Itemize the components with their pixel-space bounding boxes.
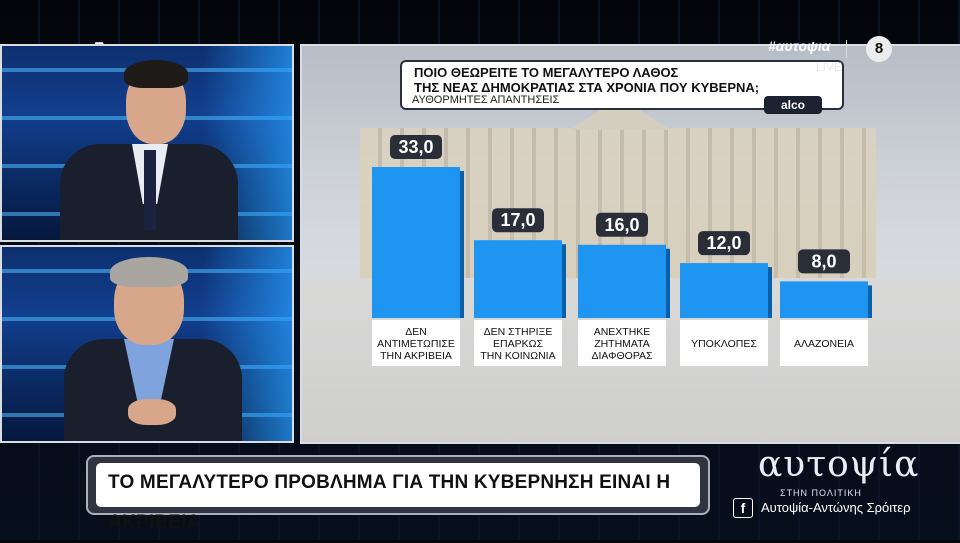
bar-chart: 33,0 ΔΕΝ ΑΝΤΙΜΕΤΩΠΙΣΕ ΤΗΝ ΑΚΡΙΒΕΙΑ 17,0 ΔΕΝ Σ…: [372, 135, 872, 366]
category-label-3: ΥΠΟΚΛΟΠΕΣ: [691, 338, 757, 350]
show-name: αυτοψία: [758, 444, 920, 485]
category-label-0: ΔΕΝ ΑΝΤΙΜΕΤΩΠΙΣΕ ΤΗΝ ΑΚΡΙΒΕΙΑ: [377, 326, 455, 362]
category-label-box-3: [680, 320, 768, 366]
headline-text: ΤΟ ΜΕΓΑΛΥΤΕΡΟ ΠΡΟΒΛΗΜΑ ΓΙΑ ΤΗΝ ΚΥΒΕΡΝΗΣΗ…: [96, 463, 700, 533]
category-label-4: ΑΛΑΖΟΝΕΙΑ: [794, 338, 854, 350]
category-label-box-4: [780, 320, 868, 366]
facebook-page: Αυτοψία-Αντώνης Σρόιτερ: [761, 500, 911, 515]
show-hashtag: #αυτοψια: [768, 38, 831, 54]
chart-title-line-2: ΤΗΣ ΝΕΑΣ ΔΗΜΟΚΡΑΤΙΑΣ ΣΤΑ ΧΡΟΝΙΑ ΠΟΥ ΚΥΒΕ…: [414, 80, 760, 95]
value-label-box-1: [492, 208, 544, 233]
value-label-box-0: [390, 135, 442, 159]
category-label-2: ΑΝΕΧΤΗΚΕ ΖΗΤΗΜΑΤΑ ΔΙΑΦΘΟΡΑΣ: [591, 326, 653, 362]
live-indicator: LIVE: [816, 60, 843, 74]
bar-1: [474, 240, 562, 318]
facebook-icon: f: [733, 498, 753, 518]
bar-0: [372, 167, 460, 318]
chart-title-line-1: ΠΟΙΟ ΘΕΩΡΕΙΤΕ ΤΟ ΜΕΓΑΛΥΤΕΡΟ ΛΑΘΟΣ: [414, 65, 679, 80]
value-label-0: 33,0: [398, 137, 433, 157]
value-label-box-4: [798, 249, 850, 274]
headline-banner: ΤΟ ΜΕΓΑΛΥΤΕΡΟ ΠΡΟΒΛΗΜΑ ΓΙΑ ΤΗΝ ΚΥΒΕΡΝΗΣΗ…: [86, 455, 710, 533]
camera-feed-guest: [0, 245, 294, 443]
category-label-1: ΔΕΝ ΣΤΗΡΙΞΕ ΕΠΑΡΚΩΣ ΤΗΝ ΚΟΙΝΩΝΙΑ: [480, 326, 555, 362]
value-label-box-3: [698, 231, 750, 256]
show-subtitle: ΣΤΗΝ ΠΟΛΙΤΙΚΗ: [780, 488, 862, 498]
source-badge: alco: [764, 96, 822, 114]
chart-panel: ΠΟΙΟ ΘΕΩΡΕΙΤΕ ΤΟ ΜΕΓΑΛΥΤΕΡΟ ΛΑΘΟΣ ΤΗΣ ΝΕ…: [300, 44, 960, 444]
bar-3: [680, 263, 768, 318]
camera-feed-presenter: [0, 44, 294, 242]
category-label-box-1: [474, 320, 562, 366]
show-logo: αυτοψία ΣΤΗΝ ΠΟΛΙΤΙΚΗ: [730, 444, 950, 504]
category-label-box-2: [578, 320, 666, 366]
value-label-4: 8,0: [811, 251, 836, 271]
chart-subtitle: ΑΥΘΟΡΜΗΤΕΣ ΑΠΑΝΤΗΣΕΙΣ: [412, 94, 560, 106]
value-label-3: 12,0: [706, 233, 741, 253]
bar-4: [780, 281, 868, 318]
value-label-1: 17,0: [500, 210, 535, 230]
bar-2: [578, 244, 666, 318]
value-label-2: 16,0: [604, 215, 639, 235]
category-label-box-0: [372, 320, 460, 366]
value-label-box-2: [596, 212, 648, 237]
channel-badge-icon: 8: [866, 36, 892, 62]
